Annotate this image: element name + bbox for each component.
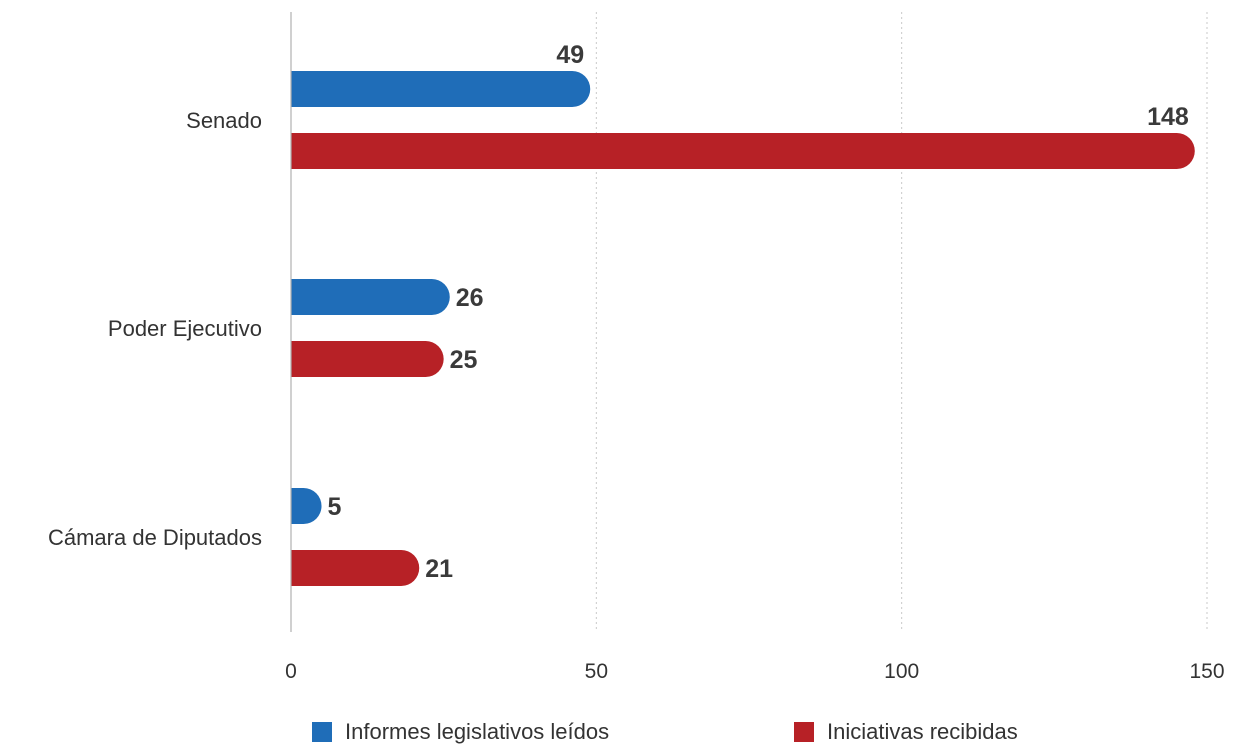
data-label: 21	[425, 555, 453, 583]
x-tick-label: 150	[1189, 660, 1224, 683]
grid-layer	[595, 12, 1208, 632]
bar-iniciativas	[291, 133, 1195, 169]
category-label: Cámara de Diputados	[48, 525, 262, 550]
x-tick-label: 50	[585, 660, 608, 683]
legend-label: Iniciativas recibidas	[827, 719, 1018, 744]
category-label: Senado	[186, 108, 262, 133]
bars-layer	[291, 71, 1195, 586]
bar-informes	[291, 488, 322, 524]
bar-informes	[291, 71, 591, 107]
x-tick-label: 100	[884, 660, 919, 683]
bar-iniciativas	[291, 550, 420, 586]
legend: Informes legislativos leídos Iniciativas …	[312, 719, 1018, 744]
x-tick-label: 0	[285, 660, 297, 683]
legend-label: Informes legislativos leídos	[345, 719, 609, 744]
legend-swatch	[794, 722, 814, 742]
bar-informes	[291, 279, 450, 315]
data-label: 5	[328, 493, 342, 521]
labels-layer: Senado 49 148 Poder Ejecutivo 26 25 Cámara de …	[48, 41, 1189, 583]
data-label: 25	[450, 346, 478, 374]
data-label: 148	[1147, 103, 1189, 131]
bar-iniciativas	[291, 341, 444, 377]
category-label: Poder Ejecutivo	[108, 316, 262, 341]
data-label: 49	[556, 41, 584, 69]
axis-layer: 0 50 100 150	[285, 12, 1225, 683]
legend-swatch	[312, 722, 332, 742]
data-label: 26	[456, 284, 484, 312]
